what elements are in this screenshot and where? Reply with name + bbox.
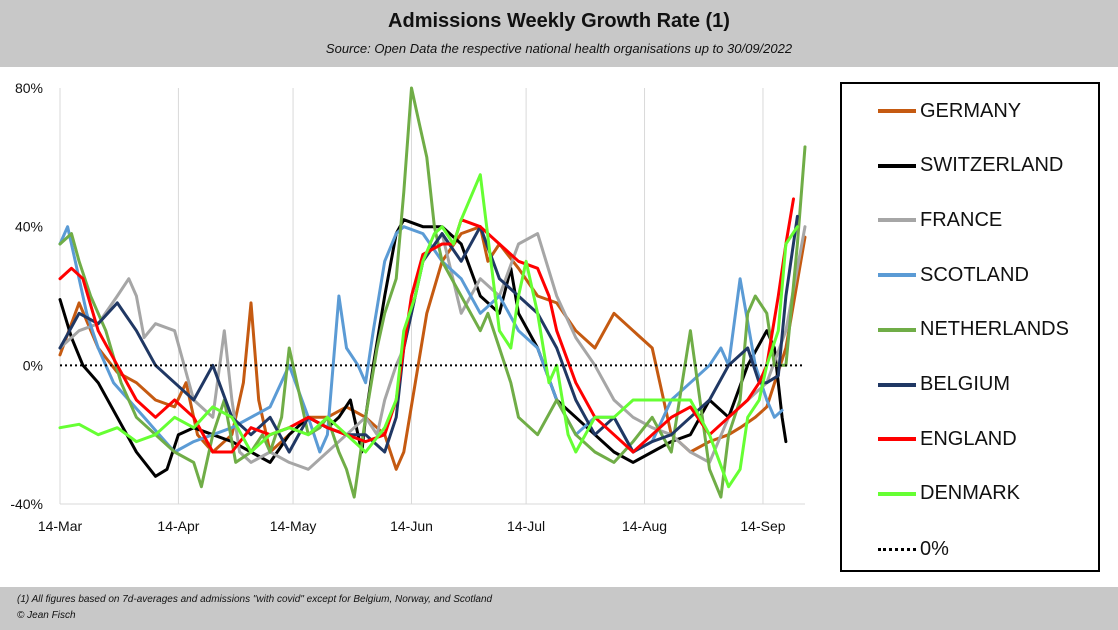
series-line-england bbox=[58, 197, 795, 454]
series-line-denmark bbox=[58, 173, 799, 489]
y-tick-label: 80% bbox=[15, 80, 43, 96]
y-tick-label: 40% bbox=[15, 219, 43, 235]
chart-header: Admissions Weekly Growth Rate (1) Source… bbox=[0, 0, 1118, 67]
y-tick-label: 0% bbox=[23, 357, 43, 373]
legend-swatch bbox=[878, 327, 916, 332]
x-tick-label: 14-Apr bbox=[157, 518, 199, 534]
x-tick-label: 14-Jul bbox=[507, 518, 545, 534]
legend-label-zero: 0% bbox=[920, 537, 949, 560]
legend-item-germany: GERMANY bbox=[878, 96, 1021, 126]
legend-swatch bbox=[878, 382, 916, 387]
x-tick-label: 14-Jun bbox=[390, 518, 433, 534]
credit: © Jean Fisch bbox=[17, 610, 76, 621]
legend: GERMANY SWITZERLAND FRANCE SCOTLAND NETHERLA… bbox=[840, 82, 1100, 572]
x-tick-label: 14-Aug bbox=[622, 518, 667, 534]
legend-label: FRANCE bbox=[920, 208, 1003, 231]
legend-item-zero: 0% bbox=[878, 534, 949, 564]
legend-item-england: ENGLAND bbox=[878, 424, 1017, 454]
legend-swatch bbox=[878, 273, 916, 278]
legend-label: DENMARK bbox=[920, 482, 1021, 505]
x-tick-label: 14-Sep bbox=[740, 518, 785, 534]
axis-labels: 80% 40% 0% -40% 14-Mar 14-Apr 14-May 14-Jun 14-J… bbox=[10, 80, 785, 534]
legend-label: NETHERLANDS bbox=[920, 318, 1069, 341]
legend-label: SWITZERLAND bbox=[920, 154, 1064, 177]
legend-label: ENGLAND bbox=[920, 427, 1017, 450]
legend-item-scotland: SCOTLAND bbox=[878, 260, 1029, 290]
legend-item-switzerland: SWITZERLAND bbox=[878, 151, 1063, 181]
legend-label: SCOTLAND bbox=[920, 263, 1029, 286]
gridlines bbox=[59, 88, 805, 505]
legend-swatch bbox=[878, 218, 916, 223]
legend-label: BELGIUM bbox=[920, 373, 1011, 395]
series-line-france bbox=[58, 225, 807, 471]
x-tick-label: 14-Mar bbox=[38, 518, 83, 534]
legend-swatch bbox=[878, 163, 916, 168]
series-line-scotland bbox=[58, 225, 784, 454]
legend-item-denmark: DENMARK bbox=[878, 479, 1020, 509]
chart-title: Admissions Weekly Growth Rate (1) bbox=[388, 10, 730, 32]
series-line-netherlands bbox=[58, 86, 807, 499]
legend-item-netherlands: NETHERLANDS bbox=[878, 315, 1069, 345]
footnote: (1) All figures based on 7d-averages and… bbox=[17, 594, 493, 605]
legend-swatch bbox=[878, 109, 916, 113]
chart-subtitle: Source: Open Data the respective nationa… bbox=[325, 41, 793, 56]
legend-dotted-swatch bbox=[878, 547, 916, 551]
series-line-belgium bbox=[58, 214, 799, 454]
line-chart: 80% 40% 0% -40% 14-Mar 14-Apr 14-May 14-Jun 14-J… bbox=[10, 80, 807, 534]
chart-footer: (1) All figures based on 7d-averages and… bbox=[0, 587, 1118, 630]
series-lines bbox=[58, 86, 807, 499]
legend-swatch bbox=[878, 491, 916, 496]
legend-item-belgium: BELGIUM bbox=[878, 370, 1010, 400]
legend-swatch bbox=[878, 437, 916, 442]
legend-item-france: FRANCE bbox=[878, 205, 1002, 235]
y-tick-label: -40% bbox=[10, 496, 43, 512]
x-tick-label: 14-May bbox=[270, 518, 317, 534]
legend-label: GERMANY bbox=[920, 99, 1022, 122]
